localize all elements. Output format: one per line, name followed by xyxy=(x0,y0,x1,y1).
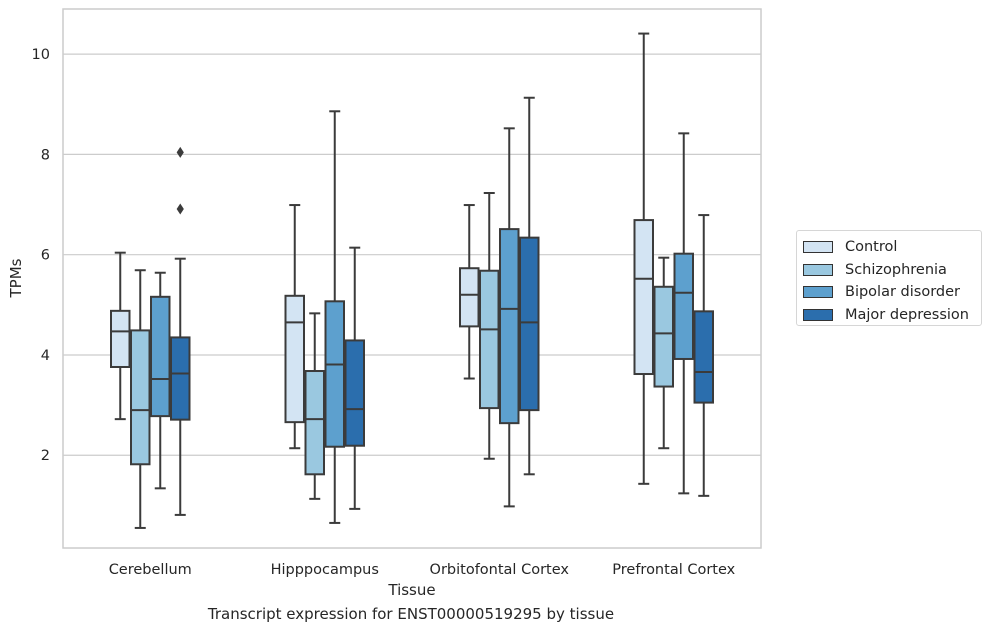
iqr-box xyxy=(693,310,714,404)
x-tick-label: Orbitofontal Cortex xyxy=(430,562,570,578)
plot-frame xyxy=(62,8,762,549)
iqr-box xyxy=(653,285,674,388)
box-group xyxy=(170,146,191,516)
y-axis-label: TPMs xyxy=(7,258,25,298)
outlier-marker xyxy=(176,146,184,158)
legend-label: Major depression xyxy=(845,306,969,323)
box-group xyxy=(519,96,540,476)
legend: Control Schizophrenia Bipolar disorder Majo… xyxy=(796,230,982,326)
x-tick-label: Prefrontal Cortex xyxy=(612,562,735,578)
y-tick-label: 6 xyxy=(41,248,50,264)
box-group xyxy=(284,204,305,450)
iqr-box xyxy=(499,228,520,425)
iqr-box xyxy=(344,339,365,447)
y-tick-label: 8 xyxy=(41,147,50,163)
iqr-box xyxy=(633,219,654,376)
box-group xyxy=(110,251,131,421)
iqr-box xyxy=(170,336,191,421)
legend-label: Schizophrenia xyxy=(845,261,947,278)
box-group xyxy=(324,110,345,524)
iqr-box xyxy=(324,300,345,448)
x-tick-label: Cerebellum xyxy=(109,562,192,578)
box-group xyxy=(459,204,480,380)
x-tick-labels: Cerebellum Hipppocampus Orbitofontal Corte… xyxy=(109,562,736,578)
legend-label: Bipolar disorder xyxy=(845,284,960,301)
box-group xyxy=(673,132,694,495)
legend-swatch xyxy=(803,308,833,321)
iqr-box xyxy=(459,267,480,328)
iqr-box xyxy=(284,294,305,424)
box-group xyxy=(499,127,520,508)
legend-item: Major depression xyxy=(803,304,981,327)
chart-caption: Transcript expression for ENST0000051929… xyxy=(207,605,615,623)
x-axis-label: Tissue xyxy=(387,581,435,599)
legend-label: Control xyxy=(845,239,898,256)
iqr-box xyxy=(479,269,500,410)
iqr-box xyxy=(110,309,131,368)
box-group xyxy=(130,269,151,529)
iqr-box xyxy=(673,252,694,360)
box-groups xyxy=(110,32,714,529)
legend-swatch xyxy=(803,263,833,276)
outlier-marker xyxy=(176,203,184,215)
x-tick-label: Hipppocampus xyxy=(271,562,379,578)
box-group xyxy=(344,246,365,510)
iqr-box xyxy=(130,329,151,466)
iqr-box xyxy=(304,370,325,476)
y-tick-label: 4 xyxy=(41,348,50,364)
box-group xyxy=(304,312,325,500)
legend-swatch xyxy=(803,286,833,299)
legend-item: Schizophrenia xyxy=(803,259,981,282)
iqr-box xyxy=(519,236,540,412)
y-tick-labels: 2 4 6 8 10 xyxy=(32,47,50,464)
y-tick-label: 2 xyxy=(41,448,50,464)
box-group xyxy=(479,192,500,460)
plot-background xyxy=(63,9,761,548)
legend-item: Bipolar disorder xyxy=(803,281,981,304)
legend-swatch xyxy=(803,241,833,254)
box-group xyxy=(633,32,654,485)
y-tick-label: 10 xyxy=(32,47,50,63)
box-group xyxy=(653,256,674,450)
iqr-box xyxy=(150,295,171,418)
box-group xyxy=(693,214,714,497)
legend-item: Control xyxy=(803,236,981,259)
box-group xyxy=(150,271,171,490)
